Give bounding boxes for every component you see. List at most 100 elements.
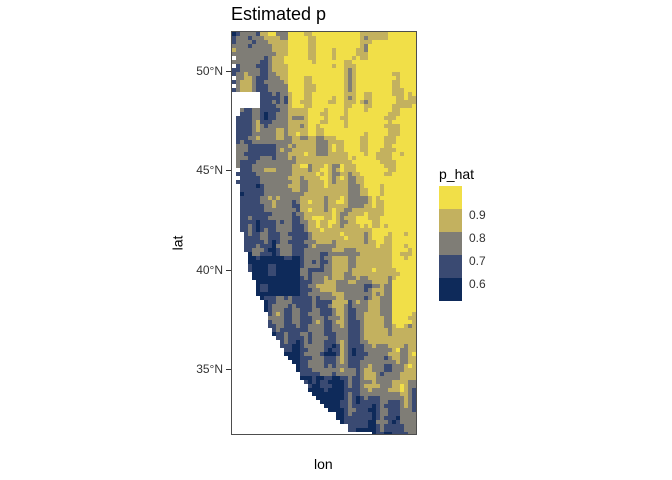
raster-cell bbox=[284, 80, 288, 84]
raster-cell bbox=[364, 240, 368, 244]
raster-cell bbox=[320, 48, 324, 52]
raster-cell bbox=[332, 304, 336, 308]
raster-cell bbox=[408, 348, 412, 352]
raster-cell bbox=[304, 204, 308, 208]
raster-cell bbox=[372, 80, 376, 84]
raster-cell bbox=[308, 120, 312, 124]
raster-cell bbox=[400, 152, 404, 156]
raster-cell bbox=[376, 344, 380, 348]
raster-cell bbox=[308, 316, 312, 320]
raster-cell bbox=[280, 324, 284, 328]
raster-cell bbox=[384, 204, 388, 208]
raster-cell bbox=[304, 228, 308, 232]
raster-cell bbox=[312, 316, 316, 320]
raster-cell bbox=[344, 36, 348, 40]
raster-cell bbox=[316, 316, 320, 320]
raster-cell bbox=[260, 184, 264, 188]
raster-cell bbox=[376, 176, 380, 180]
raster-cell bbox=[404, 240, 408, 244]
raster-cell bbox=[244, 232, 248, 236]
raster-cell bbox=[244, 204, 248, 208]
raster-cell bbox=[312, 72, 316, 76]
raster-cell bbox=[280, 36, 284, 40]
raster-cell bbox=[344, 316, 348, 320]
raster-cell bbox=[332, 264, 336, 268]
raster-cell bbox=[308, 240, 312, 244]
raster-cell bbox=[404, 136, 408, 140]
raster-cell bbox=[276, 324, 280, 328]
raster-cell bbox=[352, 136, 356, 140]
raster-cell bbox=[340, 312, 344, 316]
raster-cell bbox=[316, 240, 320, 244]
raster-cell bbox=[316, 128, 320, 132]
raster-cell bbox=[276, 192, 280, 196]
raster-cell bbox=[308, 236, 312, 240]
raster-cell bbox=[356, 348, 360, 352]
raster-cell bbox=[412, 120, 416, 124]
raster-cell bbox=[296, 284, 300, 288]
raster-cell bbox=[392, 332, 396, 336]
raster-cell bbox=[396, 164, 400, 168]
raster-cell bbox=[380, 340, 384, 344]
raster-cell bbox=[396, 216, 400, 220]
raster-cell bbox=[288, 312, 292, 316]
raster-cell bbox=[412, 168, 416, 172]
raster-cell bbox=[332, 184, 336, 188]
raster-cell bbox=[360, 316, 364, 320]
raster-cell bbox=[316, 180, 320, 184]
raster-cell bbox=[380, 112, 384, 116]
raster-cell bbox=[380, 408, 384, 412]
raster-cell bbox=[296, 308, 300, 312]
raster-cell bbox=[412, 396, 416, 400]
raster-cell bbox=[404, 384, 408, 388]
raster-cell bbox=[280, 240, 284, 244]
raster-cell bbox=[272, 88, 276, 92]
raster-cell bbox=[400, 360, 404, 364]
raster-cell bbox=[360, 128, 364, 132]
raster-cell bbox=[328, 352, 332, 356]
raster-cell bbox=[404, 288, 408, 292]
raster-cell bbox=[328, 172, 332, 176]
raster-cell bbox=[232, 48, 236, 52]
raster-cell bbox=[352, 184, 356, 188]
raster-cell bbox=[392, 56, 396, 60]
raster-cell bbox=[308, 268, 312, 272]
raster-cell bbox=[388, 104, 392, 108]
raster-cell bbox=[300, 184, 304, 188]
raster-cell bbox=[308, 336, 312, 340]
raster-cell bbox=[384, 232, 388, 236]
raster-cell bbox=[296, 188, 300, 192]
raster-cell bbox=[324, 380, 328, 384]
raster-cell bbox=[316, 236, 320, 240]
raster-cell bbox=[340, 324, 344, 328]
raster-cell bbox=[296, 236, 300, 240]
raster-cell bbox=[300, 92, 304, 96]
raster-cell bbox=[276, 204, 280, 208]
raster-cell bbox=[324, 208, 328, 212]
raster-cell bbox=[348, 132, 352, 136]
raster-cell bbox=[404, 412, 408, 416]
raster-cell bbox=[332, 328, 336, 332]
raster-cell bbox=[396, 60, 400, 64]
raster-cell bbox=[312, 264, 316, 268]
raster-cell bbox=[324, 356, 328, 360]
raster-cell bbox=[380, 304, 384, 308]
raster-cell bbox=[332, 236, 336, 240]
raster-cell bbox=[272, 180, 276, 184]
raster-cell bbox=[264, 244, 268, 248]
raster-cell bbox=[412, 360, 416, 364]
raster-cell bbox=[280, 132, 284, 136]
raster-cell bbox=[416, 384, 417, 388]
raster-cell bbox=[368, 92, 372, 96]
raster-cell bbox=[328, 380, 332, 384]
raster-cell bbox=[368, 280, 372, 284]
raster-cell bbox=[372, 204, 376, 208]
raster-cell bbox=[300, 320, 304, 324]
raster-cell bbox=[264, 288, 268, 292]
raster-cell bbox=[412, 392, 416, 396]
raster-cell bbox=[272, 32, 276, 36]
raster-cell bbox=[364, 140, 368, 144]
raster-cell bbox=[340, 292, 344, 296]
raster-cell bbox=[352, 192, 356, 196]
raster-cell bbox=[276, 116, 280, 120]
